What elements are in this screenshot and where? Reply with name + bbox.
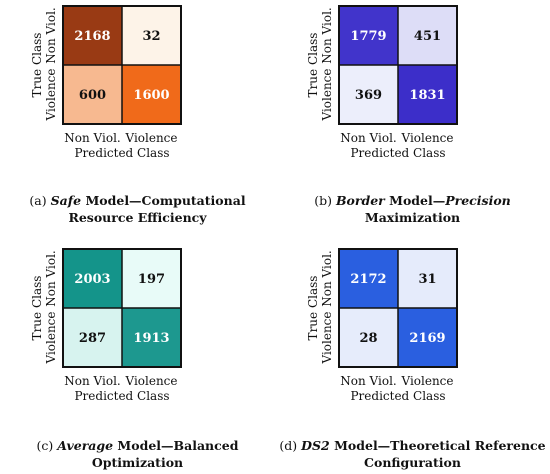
x-tick-label: Violence	[400, 374, 453, 388]
caption-text-2: Maximization	[364, 210, 461, 225]
caption-model-name: Average	[57, 438, 114, 453]
caption-border: (b) Border Model—Precision Maximization	[275, 192, 550, 226]
y-tick-label: Non Viol.	[320, 7, 334, 63]
x-axis-title: Predicted Class	[350, 146, 445, 160]
x-axis-title: Predicted Class	[74, 389, 169, 403]
confusion-matrix-border: 1779 451 369 1831 Non Viol. Violence Predicted…	[275, 0, 550, 237]
caption-model-name: DS2	[301, 438, 330, 453]
x-tick-label: Non Viol.	[64, 131, 120, 145]
cell-value-label: 2168	[74, 29, 110, 44]
x-tick-label: Non Viol.	[340, 131, 396, 145]
cell-value-label: 1600	[133, 88, 169, 103]
caption-text: Model—Balanced Optimization	[91, 438, 239, 470]
y-tick-label: Violence	[320, 311, 334, 364]
caption-text: Model—Computational Resource Efficiency	[68, 193, 246, 225]
heatmap-cell-1-1	[398, 65, 457, 124]
cell-value-label: 1831	[409, 88, 445, 103]
caption-average: (c) Average Model—Balanced Optimization	[0, 437, 275, 471]
heatmap-cell-0-1	[122, 249, 181, 308]
heatmap-cell-1-0	[63, 308, 122, 367]
caption-tag: (a)	[29, 193, 47, 208]
cell-value-label: 369	[355, 88, 382, 103]
caption-model-name: Border	[335, 193, 385, 208]
cell-value-label: 28	[359, 331, 377, 346]
heatmap-cell-0-0	[63, 249, 122, 308]
heatmap-cell-0-0	[63, 6, 122, 65]
confusion-matrix-average: 2003 197 287 1913 Non Viol. Violence Predicted…	[0, 237, 275, 474]
caption-tag: (d)	[279, 438, 298, 453]
caption-italic-word: Precision	[445, 193, 511, 208]
heatmap-cell-1-1	[122, 308, 181, 367]
cell-value-label: 1913	[133, 331, 169, 346]
heatmap-cell-1-0	[339, 65, 398, 124]
cell-value-label: 31	[418, 272, 436, 287]
caption-ds2: (d) DS2 Model—Theoretical Reference Conf…	[275, 437, 550, 471]
heatmap-cell-0-0	[339, 249, 398, 308]
y-tick-label: Violence	[44, 311, 58, 364]
y-tick-label: Non Viol.	[44, 7, 58, 63]
caption-tag: (b)	[314, 193, 332, 208]
x-tick-label: Violence	[124, 131, 177, 145]
y-axis-title: True Class	[30, 33, 44, 98]
cell-value-label: 600	[79, 88, 106, 103]
caption-model-name: Safe	[50, 193, 82, 208]
y-tick-label: Non Viol.	[320, 250, 334, 306]
heatmap-cell-1-1	[122, 65, 181, 124]
cell-value-label: 197	[138, 272, 165, 287]
y-tick-label: Violence	[320, 68, 334, 121]
x-tick-label: Non Viol.	[340, 374, 396, 388]
x-tick-label: Violence	[400, 131, 453, 145]
confusion-matrix-ds2: 2172 31 28 2169 Non Viol. Violence Predicted C…	[275, 237, 550, 474]
x-tick-label: Violence	[124, 374, 177, 388]
heatmap-cell-0-0	[339, 6, 398, 65]
cell-value-label: 2003	[74, 272, 110, 287]
y-axis-title: True Class	[306, 276, 320, 341]
y-axis-title: True Class	[30, 276, 44, 341]
caption-text: Model—	[384, 193, 446, 208]
x-tick-label: Non Viol.	[64, 374, 120, 388]
heatmap-cell-0-1	[398, 249, 457, 308]
caption-text: Model—Theoretical Reference Configuratio…	[329, 438, 546, 470]
y-tick-label: Non Viol.	[44, 250, 58, 306]
caption-tag: (c)	[36, 438, 54, 453]
cell-value-label: 2172	[350, 272, 386, 287]
heatmap-cell-0-1	[122, 6, 181, 65]
caption-safe: (a) Safe Model—Computational Resource Ef…	[0, 192, 275, 226]
heatmap-cell-1-0	[63, 65, 122, 124]
cell-value-label: 32	[142, 29, 160, 44]
y-tick-label: Violence	[44, 68, 58, 121]
cell-value-label: 451	[414, 29, 441, 44]
cell-value-label: 2169	[409, 331, 445, 346]
x-axis-title: Predicted Class	[74, 146, 169, 160]
cell-value-label: 287	[79, 331, 106, 346]
cell-value-label: 1779	[350, 29, 386, 44]
heatmap-cell-1-1	[398, 308, 457, 367]
y-axis-title: True Class	[306, 33, 320, 98]
heatmap-cell-0-1	[398, 6, 457, 65]
heatmap-cell-1-0	[339, 308, 398, 367]
confusion-matrix-safe: 2168 32 600 1600 Non Viol. Violence Predicted …	[0, 0, 275, 237]
x-axis-title: Predicted Class	[350, 389, 445, 403]
